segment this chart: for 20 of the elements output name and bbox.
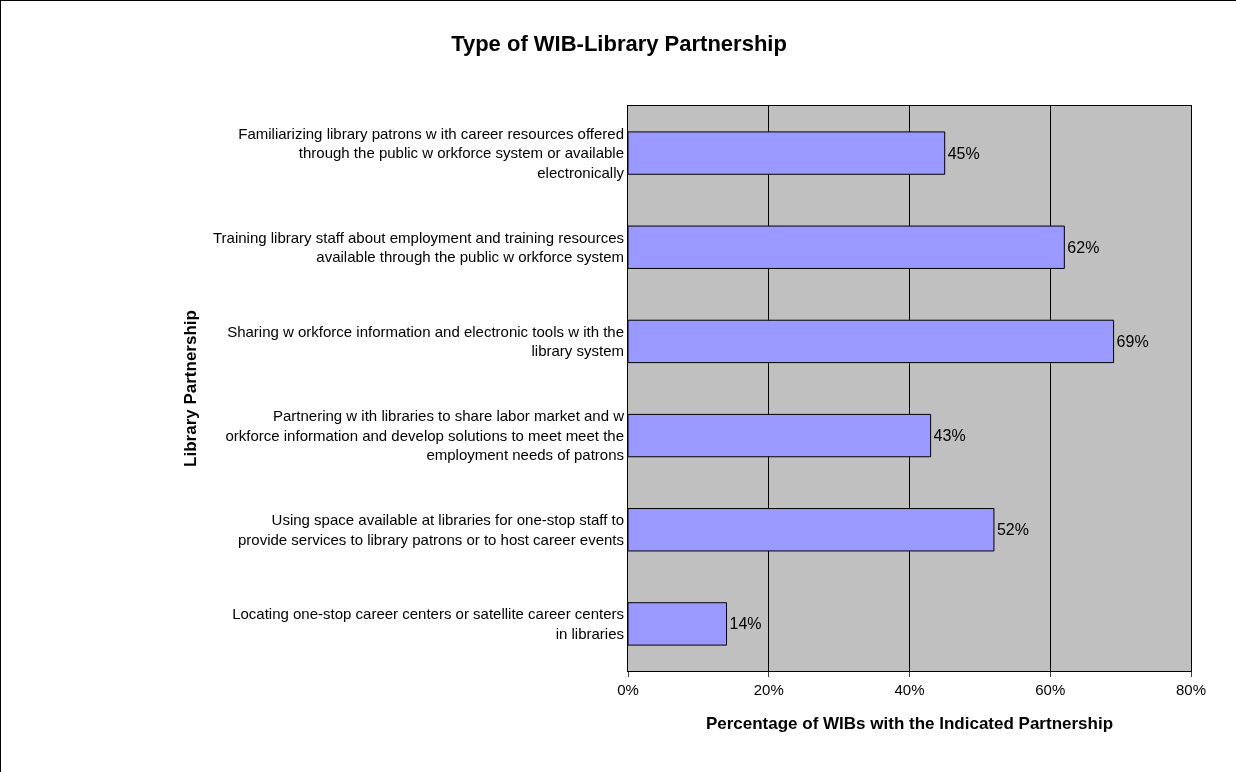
- data-label: 52%: [996, 521, 1029, 539]
- data-label: 43%: [933, 427, 966, 445]
- y-tick-label: Using space available at libraries for one-stop staff to provide services to library patrons or to host career events: [237, 511, 624, 548]
- x-tick-label: 40%: [894, 681, 925, 698]
- x-tick-label: 80%: [1175, 681, 1207, 698]
- x-tick-label: 60%: [1035, 681, 1066, 698]
- x-tick-label: 20%: [753, 681, 784, 698]
- data-label: 14%: [729, 615, 762, 633]
- y-tick-label: Sharing w orkforce information and electronic tools w ith the library system: [227, 322, 624, 360]
- y-axis-title: Library Partnership: [180, 310, 200, 467]
- chart-title: Type of WIB-Library Partnership: [451, 31, 787, 57]
- y-tick-label: Training library staff about employment and training resources available through the public w orkforce system: [212, 228, 624, 266]
- data-label: 62%: [1067, 238, 1100, 256]
- x-tick-label: 0%: [617, 681, 639, 698]
- data-label: 45%: [947, 144, 980, 162]
- y-tick-label: Familiarizing library patrons w ith career resources offered through the public w orkforce system or available electronically: [238, 124, 625, 181]
- y-tick-label: Partnering w ith libraries to share labor market and w orkforce information and develop solutions to meet meet the employment needs of patrons: [225, 407, 625, 464]
- x-axis-title: Percentage of WIBs with the Indicated Partnership: [705, 714, 1114, 734]
- data-label: 69%: [1116, 332, 1149, 350]
- y-tick-label: Locating one-stop career centers or satellite career centers in libraries: [232, 605, 624, 642]
